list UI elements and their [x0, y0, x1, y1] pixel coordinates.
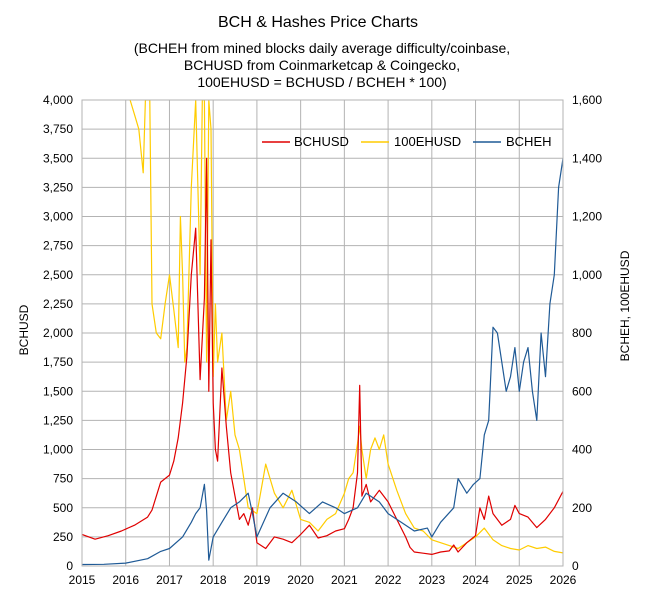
y-left-tick-label: 3,750 [43, 122, 73, 136]
x-tick-label: 2026 [550, 573, 577, 587]
series-line-100ehusd [129, 100, 563, 554]
y-left-tick-labels: 0 250 500 750 1,000 1,250 1,500 1,750 2,000 2,250… [43, 93, 73, 573]
x-tick-label: 2023 [418, 573, 445, 587]
y-left-tick-label: 1,500 [43, 384, 73, 398]
y-axis-right-label: BCHEH, 100EHUSD [618, 250, 632, 361]
y-left-tick-label: 4,000 [43, 93, 73, 107]
chart-title: BCH & Hashes Price Charts [218, 14, 418, 31]
legend-label-bcheh: BCHEH [506, 134, 552, 149]
x-tick-label: 2016 [112, 573, 139, 587]
plot-frame [81, 99, 564, 567]
x-tick-label: 2017 [156, 573, 183, 587]
y-right-tick-label: 1,200 [572, 210, 602, 224]
y-axis-left-label: BCHUSD [17, 304, 31, 355]
chart-subtitle-line-3: 100EHUSD = BCHUSD / BCHEH * 100) [197, 74, 446, 90]
legend-label-100ehusd: 100EHUSD [394, 134, 461, 149]
x-tick-label: 2022 [375, 573, 402, 587]
y-right-tick-label: 1,600 [572, 93, 602, 107]
y-left-tick-label: 1,250 [43, 413, 73, 427]
x-tick-label: 2018 [200, 573, 227, 587]
y-left-tick-label: 3,000 [43, 210, 73, 224]
y-left-tick-label: 3,500 [43, 151, 73, 165]
x-tick-label: 2025 [506, 573, 533, 587]
y-left-tick-label: 0 [66, 559, 73, 573]
y-right-tick-label: 600 [572, 384, 592, 398]
legend: BCHUSD 100EHUSD BCHEH [262, 134, 552, 149]
y-right-tick-label: 800 [572, 326, 592, 340]
y-left-tick-label: 2,750 [43, 239, 73, 253]
y-left-tick-label: 1,750 [43, 355, 73, 369]
x-tick-label: 2015 [69, 573, 96, 587]
y-left-tick-label: 250 [53, 530, 73, 544]
y-right-tick-labels: 0 200 400 600 800 1,000 1,200 1,400 1,600 [572, 93, 602, 573]
y-right-tick-label: 400 [572, 443, 592, 457]
y-right-tick-label: 0 [572, 559, 579, 573]
x-tick-label: 2020 [287, 573, 314, 587]
series-layer [82, 100, 563, 566]
y-left-tick-label: 3,250 [43, 180, 73, 194]
y-left-tick-label: 750 [53, 472, 73, 486]
y-left-tick-label: 1,000 [43, 443, 73, 457]
y-left-tick-label: 2,250 [43, 297, 73, 311]
chart-subtitle-line-1: (BCHEH from mined blocks daily average d… [134, 40, 510, 56]
y-left-tick-label: 500 [53, 501, 73, 515]
x-tick-labels: 2015 2016 2017 2018 2019 2020 2021 2022 2023 2024… [69, 573, 577, 587]
y-right-tick-label: 200 [572, 501, 592, 515]
x-tick-label: 2024 [462, 573, 489, 587]
y-right-tick-label: 1,000 [572, 268, 602, 282]
series-line-bcheh [82, 158, 563, 566]
legend-label-bchusd: BCHUSD [294, 134, 349, 149]
y-right-tick-label: 1,400 [572, 151, 602, 165]
x-tick-label: 2019 [244, 573, 271, 587]
y-left-tick-label: 2,500 [43, 268, 73, 282]
series-line-bchusd [82, 157, 563, 556]
x-tick-label: 2021 [331, 573, 358, 587]
y-left-tick-label: 2,000 [43, 326, 73, 340]
chart-subtitle-line-2: BCHUSD from Coinmarketcap & Coingecko, [184, 57, 460, 73]
